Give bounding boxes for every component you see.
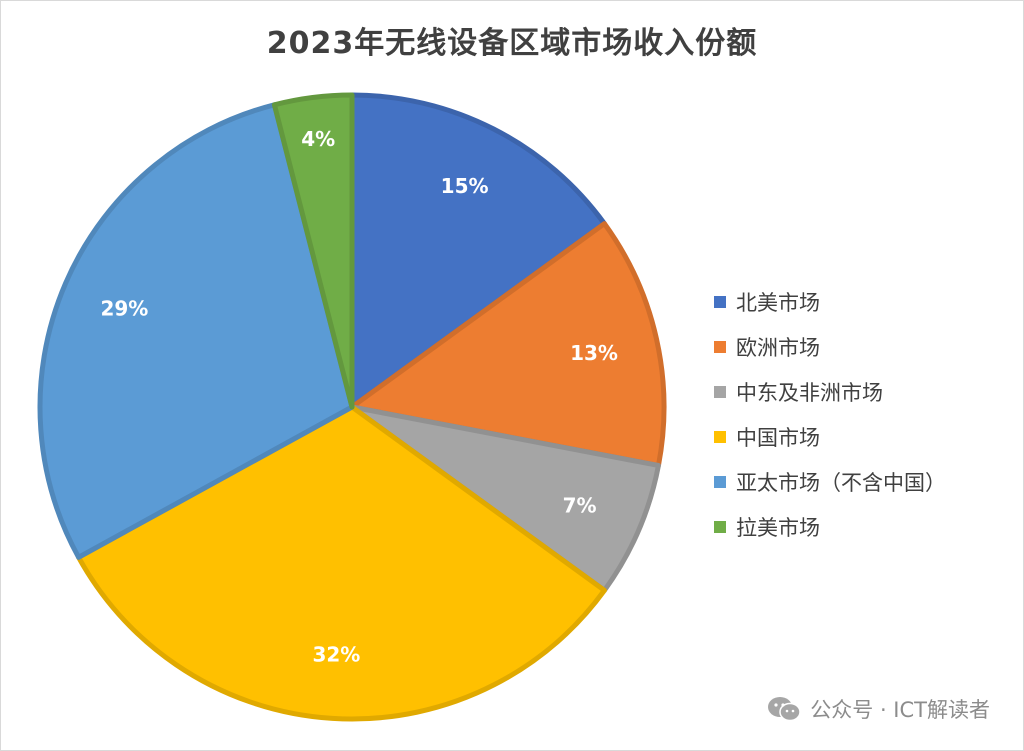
slice-label-1: 15% [441, 174, 489, 198]
legend-label: 中东及非洲市场 [736, 380, 883, 405]
legend-swatch [714, 385, 726, 398]
pie-slice-6 [271, 92, 355, 410]
legend-swatch [714, 475, 726, 488]
legend-item-4: 中国市场 [714, 414, 946, 459]
legend-label: 中国市场 [736, 425, 820, 450]
pie-slice-3 [349, 404, 661, 593]
watermark: 公众号 · ICT解读者 [766, 694, 990, 724]
legend-item-6: 拉美市场 [714, 504, 946, 549]
legend-item-3: 中东及非洲市场 [714, 369, 946, 414]
pie-slice-5 [37, 102, 355, 560]
legend-label: 北美市场 [736, 290, 820, 315]
pie-slice-2 [349, 221, 667, 468]
slice-label-3: 7% [563, 494, 597, 518]
slice-label-4: 32% [312, 643, 360, 667]
slice-label-5: 29% [100, 297, 148, 321]
legend-swatch [714, 520, 726, 533]
legend-label: 拉美市场 [736, 515, 820, 540]
chart-title: 2023年无线设备区域市场收入份额 [266, 26, 758, 61]
legend-label: 亚太市场（不含中国） [736, 470, 946, 495]
legend-label: 欧洲市场 [736, 335, 820, 360]
legend-swatch [714, 340, 726, 353]
legend-item-1: 北美市场 [714, 279, 946, 324]
pie-slice-1 [349, 92, 607, 410]
slice-label-6: 4% [301, 127, 335, 151]
legend-swatch [714, 295, 726, 308]
slice-label-2: 13% [570, 341, 618, 365]
wechat-icon [768, 697, 802, 722]
legend-item-5: 亚太市场（不含中国） [714, 459, 946, 504]
legend-item-2: 欧洲市场 [714, 324, 946, 369]
watermark-text: 公众号 · ICT解读者 [810, 698, 990, 722]
chart-legend: 北美市场欧洲市场中东及非洲市场 中国市场亚太市场（不含中国） 拉美市场 [714, 279, 946, 549]
legend-swatch [714, 430, 726, 443]
pie-slice-4 [76, 404, 607, 722]
